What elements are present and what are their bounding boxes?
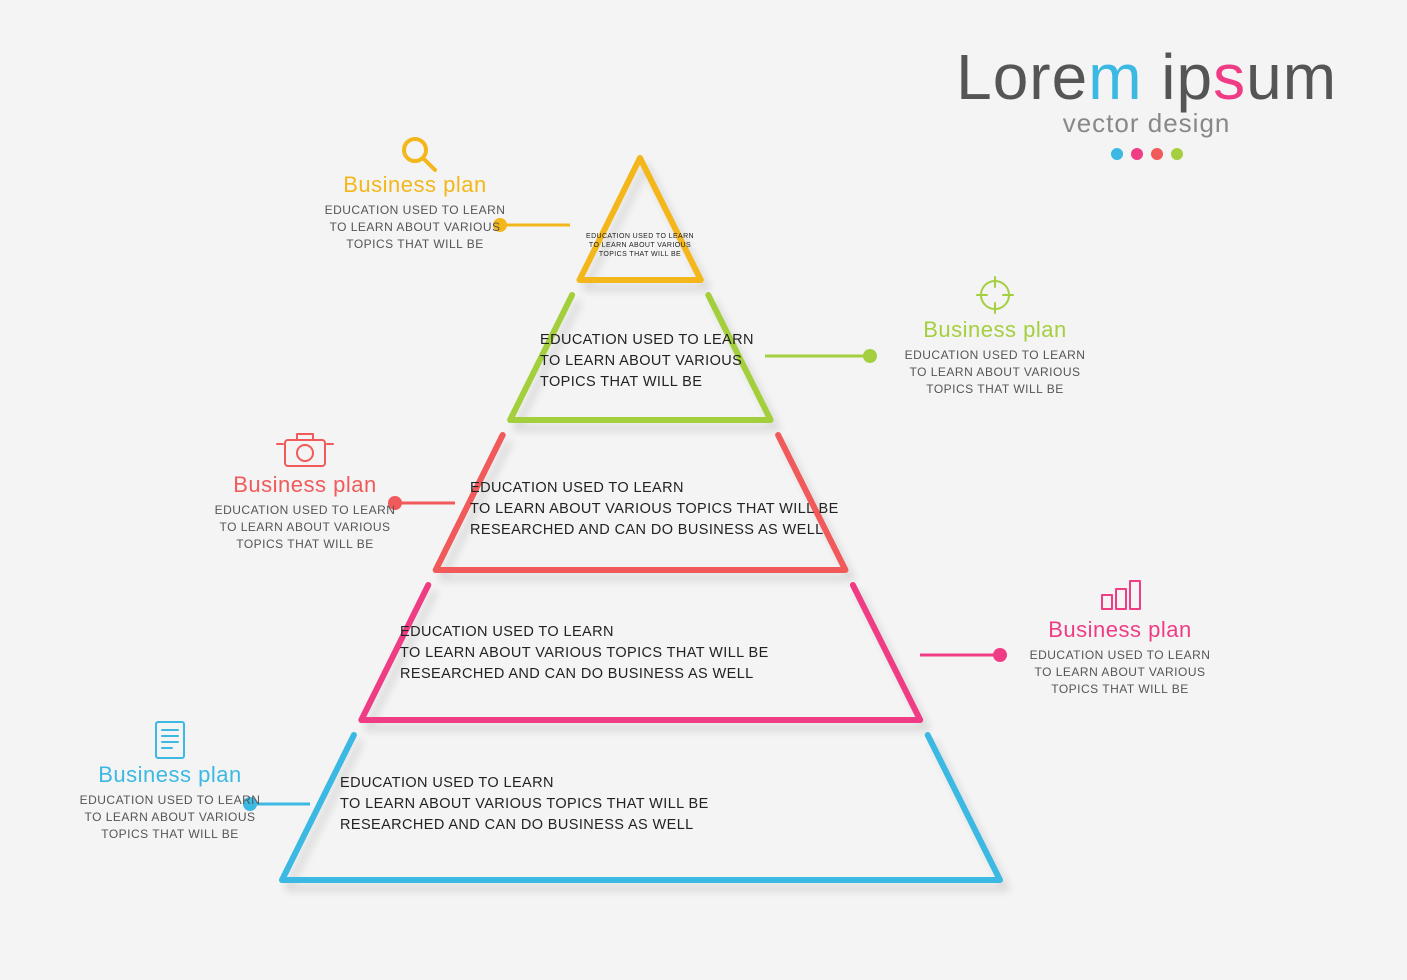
callout-title-5: Business plan xyxy=(55,762,285,788)
callout-desc-2: EDUCATION USED TO LEARNTO LEARN ABOUT VA… xyxy=(880,347,1110,397)
level-text-4: EDUCATION USED TO LEARNTO LEARN ABOUT VA… xyxy=(400,622,769,685)
pyramid-level-1 xyxy=(580,158,701,280)
document-icon xyxy=(156,722,184,758)
infographic-stage: Lorem ipsum vector design EDUCATION USED… xyxy=(0,0,1407,980)
magnifier-icon xyxy=(403,138,435,170)
callout-desc-1: EDUCATION USED TO LEARNTO LEARN ABOUT VA… xyxy=(300,202,530,252)
callout-desc-4: EDUCATION USED TO LEARNTO LEARN ABOUT VA… xyxy=(1005,647,1235,697)
callout-desc-3: EDUCATION USED TO LEARNTO LEARN ABOUT VA… xyxy=(190,502,420,552)
callout-title-4: Business plan xyxy=(1005,617,1235,643)
callout-4: Business plan EDUCATION USED TO LEARNTO L… xyxy=(1005,617,1235,697)
callout-title-1: Business plan xyxy=(300,172,530,198)
level-text-3: EDUCATION USED TO LEARNTO LEARN ABOUT VA… xyxy=(470,478,839,541)
connector-dot-2 xyxy=(863,349,877,363)
callout-title-2: Business plan xyxy=(880,317,1110,343)
callout-3: Business plan EDUCATION USED TO LEARNTO L… xyxy=(190,472,420,552)
callout-1: Business plan EDUCATION USED TO LEARNTO L… xyxy=(300,172,530,252)
camera-icon xyxy=(277,434,333,466)
target-icon xyxy=(977,277,1013,313)
level-text-2: EDUCATION USED TO LEARNTO LEARN ABOUT VA… xyxy=(540,330,754,393)
callout-5: Business plan EDUCATION USED TO LEARNTO L… xyxy=(55,762,285,842)
callout-2: Business plan EDUCATION USED TO LEARNTO L… xyxy=(880,317,1110,397)
callout-desc-5: EDUCATION USED TO LEARNTO LEARN ABOUT VA… xyxy=(55,792,285,842)
level-text-1: EDUCATION USED TO LEARNTO LEARN ABOUT VA… xyxy=(580,232,700,259)
callout-title-3: Business plan xyxy=(190,472,420,498)
level-text-5: EDUCATION USED TO LEARNTO LEARN ABOUT VA… xyxy=(340,773,709,836)
bars-icon xyxy=(1102,581,1140,609)
